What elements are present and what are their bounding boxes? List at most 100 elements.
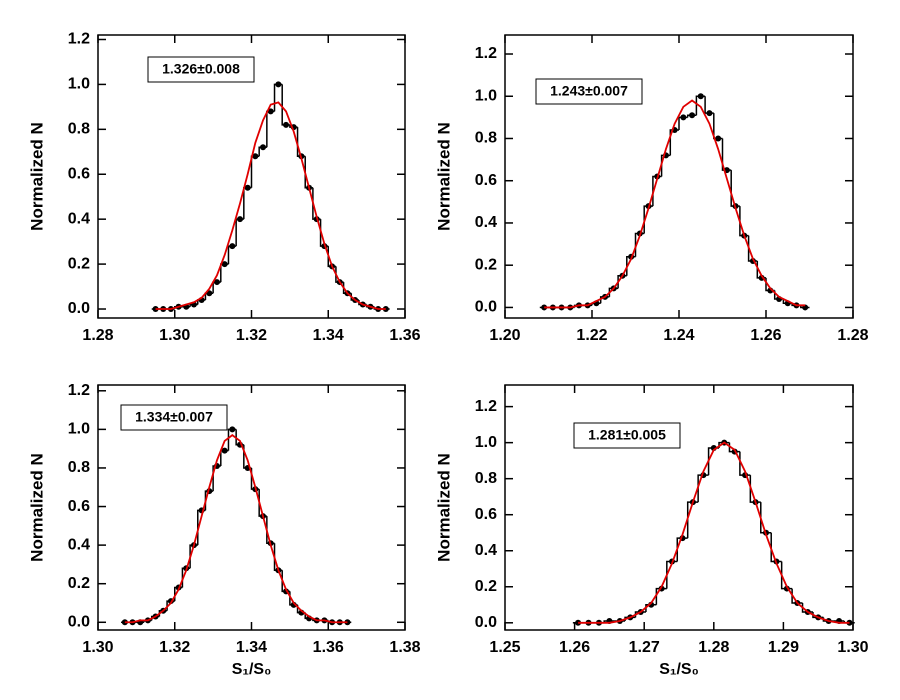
histogram-step (707, 447, 720, 476)
histogram-step (250, 155, 260, 188)
histogram-step (770, 532, 782, 563)
x-tick-label: 1.36 (313, 639, 344, 656)
y-axis-label: Normalized N (27, 122, 46, 231)
y-tick-label: 0.0 (68, 300, 90, 317)
annotation-box (147, 56, 255, 83)
histogram-point (244, 184, 251, 191)
y-tick-label: 0.6 (475, 172, 497, 189)
plot-frame (504, 34, 854, 319)
fit-curve (155, 101, 386, 310)
x-tick-label: 1.22 (576, 327, 607, 344)
histogram-point (275, 81, 282, 88)
histogram-step (243, 444, 252, 469)
fit-curve (578, 441, 850, 624)
y-tick-label: 0.4 (68, 210, 90, 227)
y-axis-label: Normalized N (434, 122, 453, 231)
histogram-point (715, 135, 722, 142)
annotation: 1.243±0.007 (550, 83, 628, 99)
histogram-step (760, 502, 772, 534)
histogram-step (273, 543, 283, 571)
x-tick-label: 1.28 (837, 327, 868, 344)
y-axis-label: Normalized N (434, 453, 453, 562)
histogram-point (221, 447, 228, 454)
y-tick-label: 1.2 (475, 398, 497, 415)
y-tick-label: 0.2 (68, 575, 90, 592)
x-tick-label: 1.20 (489, 327, 520, 344)
y-tick-label: 0.2 (475, 256, 497, 273)
y-tick-label: 0.6 (475, 506, 497, 523)
histogram-point (697, 93, 704, 100)
histogram-step (304, 156, 313, 189)
x-tick-label: 1.24 (663, 327, 694, 344)
y-tick-label: 0.4 (68, 536, 90, 553)
panel: 1.30 1.32 1.34 1.36 1.38 0.0 0.2 0.4 0.6 0.8 1.0 1.… (27, 382, 420, 678)
x-tick-label: 1.26 (559, 639, 590, 656)
annotation-box (573, 422, 681, 449)
histogram-point (283, 121, 290, 128)
histogram-point (260, 144, 267, 151)
y-tick-label: 0.8 (475, 130, 497, 147)
histogram-step (227, 428, 237, 451)
y-tick-label: 0.0 (475, 299, 497, 316)
panel: 1.28 1.30 1.32 1.34 1.36 0.0 0.2 0.4 0.6 0.8 1.0 1.… (27, 31, 420, 345)
y-tick-label: 0.8 (68, 459, 90, 476)
histogram-point (706, 110, 713, 117)
histogram-point (236, 216, 243, 223)
histogram-step (780, 561, 793, 590)
x-tick-label: 1.34 (313, 327, 344, 344)
x-tick-label: 1.26 (750, 327, 781, 344)
histogram-step (676, 537, 688, 562)
y-tick-label: 0.4 (475, 542, 497, 559)
x-tick-label: 1.38 (389, 639, 420, 656)
y-tick-label: 1.2 (68, 382, 90, 399)
plot-frame (97, 34, 406, 319)
x-tick-label: 1.29 (768, 639, 799, 656)
histogram-point (229, 426, 236, 433)
histogram-step (235, 218, 244, 247)
histogram-point (229, 243, 236, 250)
annotation-box (535, 78, 643, 105)
histogram-step (273, 83, 283, 112)
histogram-point (267, 108, 274, 115)
y-axis-label: Normalized N (27, 453, 46, 562)
annotation: 1.281±0.005 (588, 427, 666, 443)
y-tick-label: 0.6 (68, 165, 90, 182)
x-tick-label: 1.34 (236, 639, 267, 656)
annotation: 1.326±0.008 (162, 61, 240, 77)
y-tick-label: 0.0 (68, 614, 90, 631)
fit-curve (544, 99, 806, 309)
histogram-step (739, 206, 749, 237)
plot-frame (504, 384, 854, 631)
x-tick-label: 1.30 (837, 639, 868, 656)
panel: 1.20 1.22 1.24 1.26 1.28 0.0 0.2 0.4 0.6 0.8 1.0 1.… (434, 34, 869, 344)
histogram-point (252, 153, 259, 160)
x-tick-label: 1.32 (159, 639, 190, 656)
x-axis-label: S₁/S₀ (659, 661, 699, 678)
y-tick-label: 0.8 (68, 121, 90, 138)
annotation-box (120, 404, 228, 431)
y-tick-label: 0.0 (475, 614, 497, 631)
histogram-step (266, 110, 275, 148)
histogram-step (713, 113, 723, 140)
x-tick-label: 1.32 (236, 327, 267, 344)
x-tick-label: 1.28 (82, 327, 113, 344)
x-tick-label: 1.27 (629, 639, 660, 656)
plot-frame (97, 384, 406, 631)
x-tick-label: 1.30 (159, 327, 190, 344)
histogram-step (686, 501, 699, 539)
y-tick-label: 0.6 (68, 498, 90, 515)
histogram-point (689, 112, 696, 119)
histogram-step (266, 516, 275, 544)
histogram-step (243, 186, 252, 220)
x-tick-label: 1.36 (389, 327, 420, 344)
histogram-step (666, 560, 678, 589)
y-tick-label: 0.4 (475, 214, 497, 231)
histogram-point (213, 279, 220, 286)
y-tick-label: 1.0 (68, 76, 90, 93)
annotation: 1.334±0.007 (135, 409, 213, 425)
panel: 1.25 1.26 1.27 1.28 1.29 1.30 0.0 0.2 0.4 0.6 0.8 1… (434, 384, 869, 678)
x-axis-label: S₁/S₀ (232, 661, 272, 678)
x-tick-label: 1.25 (489, 639, 520, 656)
histogram-step (697, 474, 709, 503)
